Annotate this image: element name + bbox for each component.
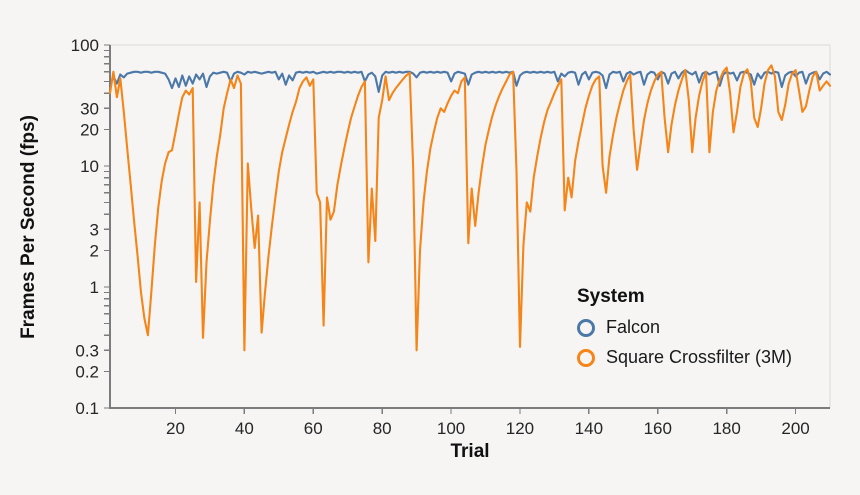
x-tick-label: 20 <box>166 419 185 438</box>
y-tick-label: 0.1 <box>75 399 99 418</box>
y-axis-title: Frames Per Second (fps) <box>18 115 39 339</box>
x-tick-label: 60 <box>304 419 323 438</box>
y-tick-label: 30 <box>80 99 99 118</box>
legend-title: System <box>577 286 645 307</box>
x-tick-label: 180 <box>712 419 740 438</box>
legend-label-falcon: Falcon <box>606 317 661 337</box>
x-tick-label: 100 <box>437 419 465 438</box>
y-tick-label: 0.2 <box>75 363 99 382</box>
y-tick-label: 20 <box>80 121 99 140</box>
square-crossfilter-ring-icon <box>577 348 595 367</box>
y-tick-label: 0.3 <box>75 341 99 360</box>
x-tick-label: 160 <box>644 419 672 438</box>
x-axis-title: Trial <box>450 441 490 462</box>
x-tick-label: 40 <box>235 419 254 438</box>
legend-label-square-crossfilter: Square Crossfilter (3M) <box>606 347 793 367</box>
y-tick-label: 100 <box>71 36 99 55</box>
y-tick-label: 3 <box>90 220 99 239</box>
x-tick-label: 80 <box>373 419 392 438</box>
legend-entry-square-crossfilter: Square Crossfilter (3M) <box>577 347 792 368</box>
falcon-ring-icon <box>577 318 595 337</box>
x-tick-label: 140 <box>575 419 603 438</box>
square-crossfilter-line <box>108 64 832 352</box>
y-tick-label: 2 <box>90 242 99 261</box>
x-tick-label: 120 <box>506 419 534 438</box>
legend-entry-falcon: Falcon <box>577 317 792 338</box>
y-tick-label: 10 <box>80 157 99 176</box>
legend: System Falcon Square Crossfilter (3M) <box>577 286 792 368</box>
x-tick-label: 200 <box>781 419 809 438</box>
y-tick-label: 1 <box>90 278 99 297</box>
